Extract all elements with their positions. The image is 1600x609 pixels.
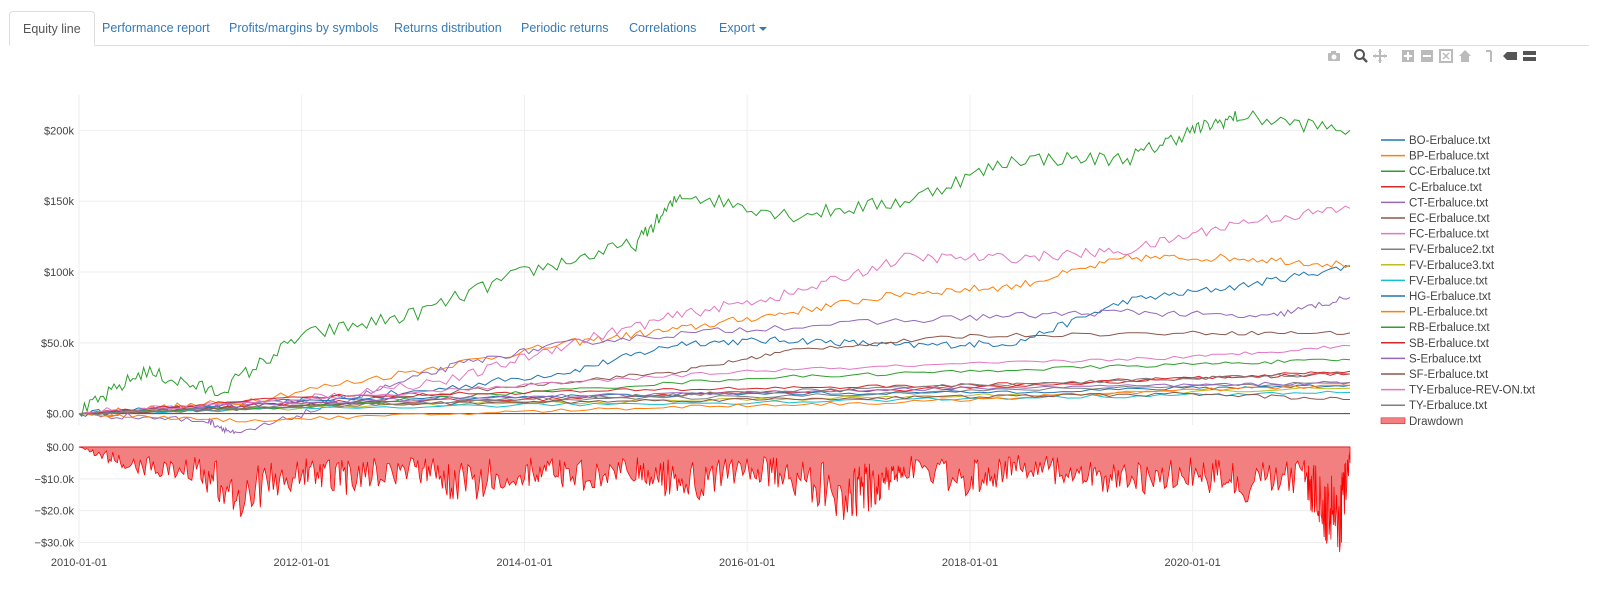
y-tick-label: $0.00 [46, 409, 74, 421]
hover-closest-icon[interactable] [1502, 48, 1518, 64]
y-tick-label: $150k [44, 196, 74, 208]
legend-item-label: CT-Erbaluce.txt [1409, 197, 1489, 209]
drawdown-y-tick-label: −$30.0k [35, 537, 75, 549]
legend-item-label: BP-Erbaluce.txt [1409, 151, 1490, 163]
series-line [78, 391, 1350, 415]
tab-export-label: Export [719, 21, 756, 35]
camera-icon[interactable] [1326, 48, 1342, 64]
legend-item-label: BO-Erbaluce.txt [1409, 135, 1491, 147]
legend-item-label: SB-Erbaluce.txt [1409, 338, 1490, 350]
series-line [78, 390, 1351, 415]
legend-item-label: CC-Erbaluce.txt [1409, 166, 1491, 178]
x-tick-label: 2020-01-01 [1165, 557, 1221, 569]
series-line [78, 110, 1351, 418]
reset-axes-icon[interactable] [1457, 48, 1473, 64]
legend-item-label: FC-Erbaluce.txt [1409, 229, 1490, 241]
zoom-in-icon[interactable] [1400, 48, 1416, 64]
tab-equity-line[interactable]: Equity line [9, 11, 95, 46]
x-tick-label: 2010-01-01 [51, 557, 107, 569]
caret-down-icon [759, 26, 768, 31]
legend-item-label: TY-Erbaluce-REV-ON.txt [1409, 385, 1536, 397]
hover-compare-icon[interactable] [1521, 48, 1537, 64]
x-tick-label: 2012-01-01 [273, 557, 329, 569]
series-line [78, 372, 1351, 416]
tab-export-dropdown[interactable]: Export [706, 11, 780, 45]
autoscale-icon[interactable] [1438, 48, 1454, 64]
series-line [78, 344, 1351, 415]
legend-item-label: C-Erbaluce.txt [1409, 182, 1483, 194]
tab-periodic-returns[interactable]: Periodic returns [521, 21, 609, 35]
legend-item-label: RB-Erbaluce.txt [1409, 322, 1490, 334]
legend-item-label: FV-Erbaluce3.txt [1409, 260, 1495, 272]
series-line [78, 384, 1350, 423]
drawdown-y-tick-label: −$20.0k [35, 506, 75, 518]
series-line [78, 330, 1351, 416]
drawdown-y-tick-label: $0.00 [46, 442, 74, 454]
drawdown-y-tick-label: −$10.0k [35, 474, 75, 486]
tab-correlations[interactable]: Correlations [629, 21, 697, 35]
legend-item-label: S-Erbaluce.txt [1409, 353, 1482, 365]
tab-profits-margins[interactable]: Profits/margins by symbols [229, 21, 379, 35]
zoom-icon[interactable] [1353, 48, 1369, 64]
y-tick-label: $50.0k [41, 338, 75, 350]
series-line [78, 296, 1351, 435]
legend-item-label: SF-Erbaluce.txt [1409, 369, 1489, 381]
legend-item-label: TY-Erbaluce.txt [1409, 400, 1488, 412]
drawdown-area [78, 446, 1351, 553]
tab-performance-report[interactable]: Performance report [102, 21, 210, 35]
zoom-out-icon[interactable] [1419, 48, 1435, 64]
series-line [78, 384, 1351, 415]
series-line [78, 205, 1351, 416]
pan-icon[interactable] [1372, 48, 1388, 64]
tab-bar: Equity line Performance report Profits/m… [9, 11, 1589, 46]
series-line [78, 253, 1351, 416]
y-tick-label: $100k [44, 267, 74, 279]
tab-returns-distribution[interactable]: Returns distribution [394, 21, 502, 35]
legend-item-label: EC-Erbaluce.txt [1409, 213, 1490, 225]
y-tick-label: $200k [44, 125, 74, 137]
x-tick-label: 2014-01-01 [496, 557, 552, 569]
legend-item-label: HG-Erbaluce.txt [1409, 291, 1492, 303]
x-tick-label: 2016-01-01 [719, 557, 775, 569]
legend-item-label: PL-Erbaluce.txt [1409, 307, 1488, 319]
legend-item-label: Drawdown [1409, 416, 1463, 428]
legend-item-label: FV-Erbaluce.txt [1409, 275, 1488, 287]
legend-item-label: FV-Erbaluce2.txt [1409, 244, 1495, 256]
spike-lines-icon[interactable] [1483, 48, 1499, 64]
x-tick-label: 2018-01-01 [942, 557, 998, 569]
series-line [78, 380, 1351, 415]
legend-swatch [1380, 417, 1406, 425]
series-line [78, 358, 1351, 415]
series-line [78, 265, 1351, 417]
